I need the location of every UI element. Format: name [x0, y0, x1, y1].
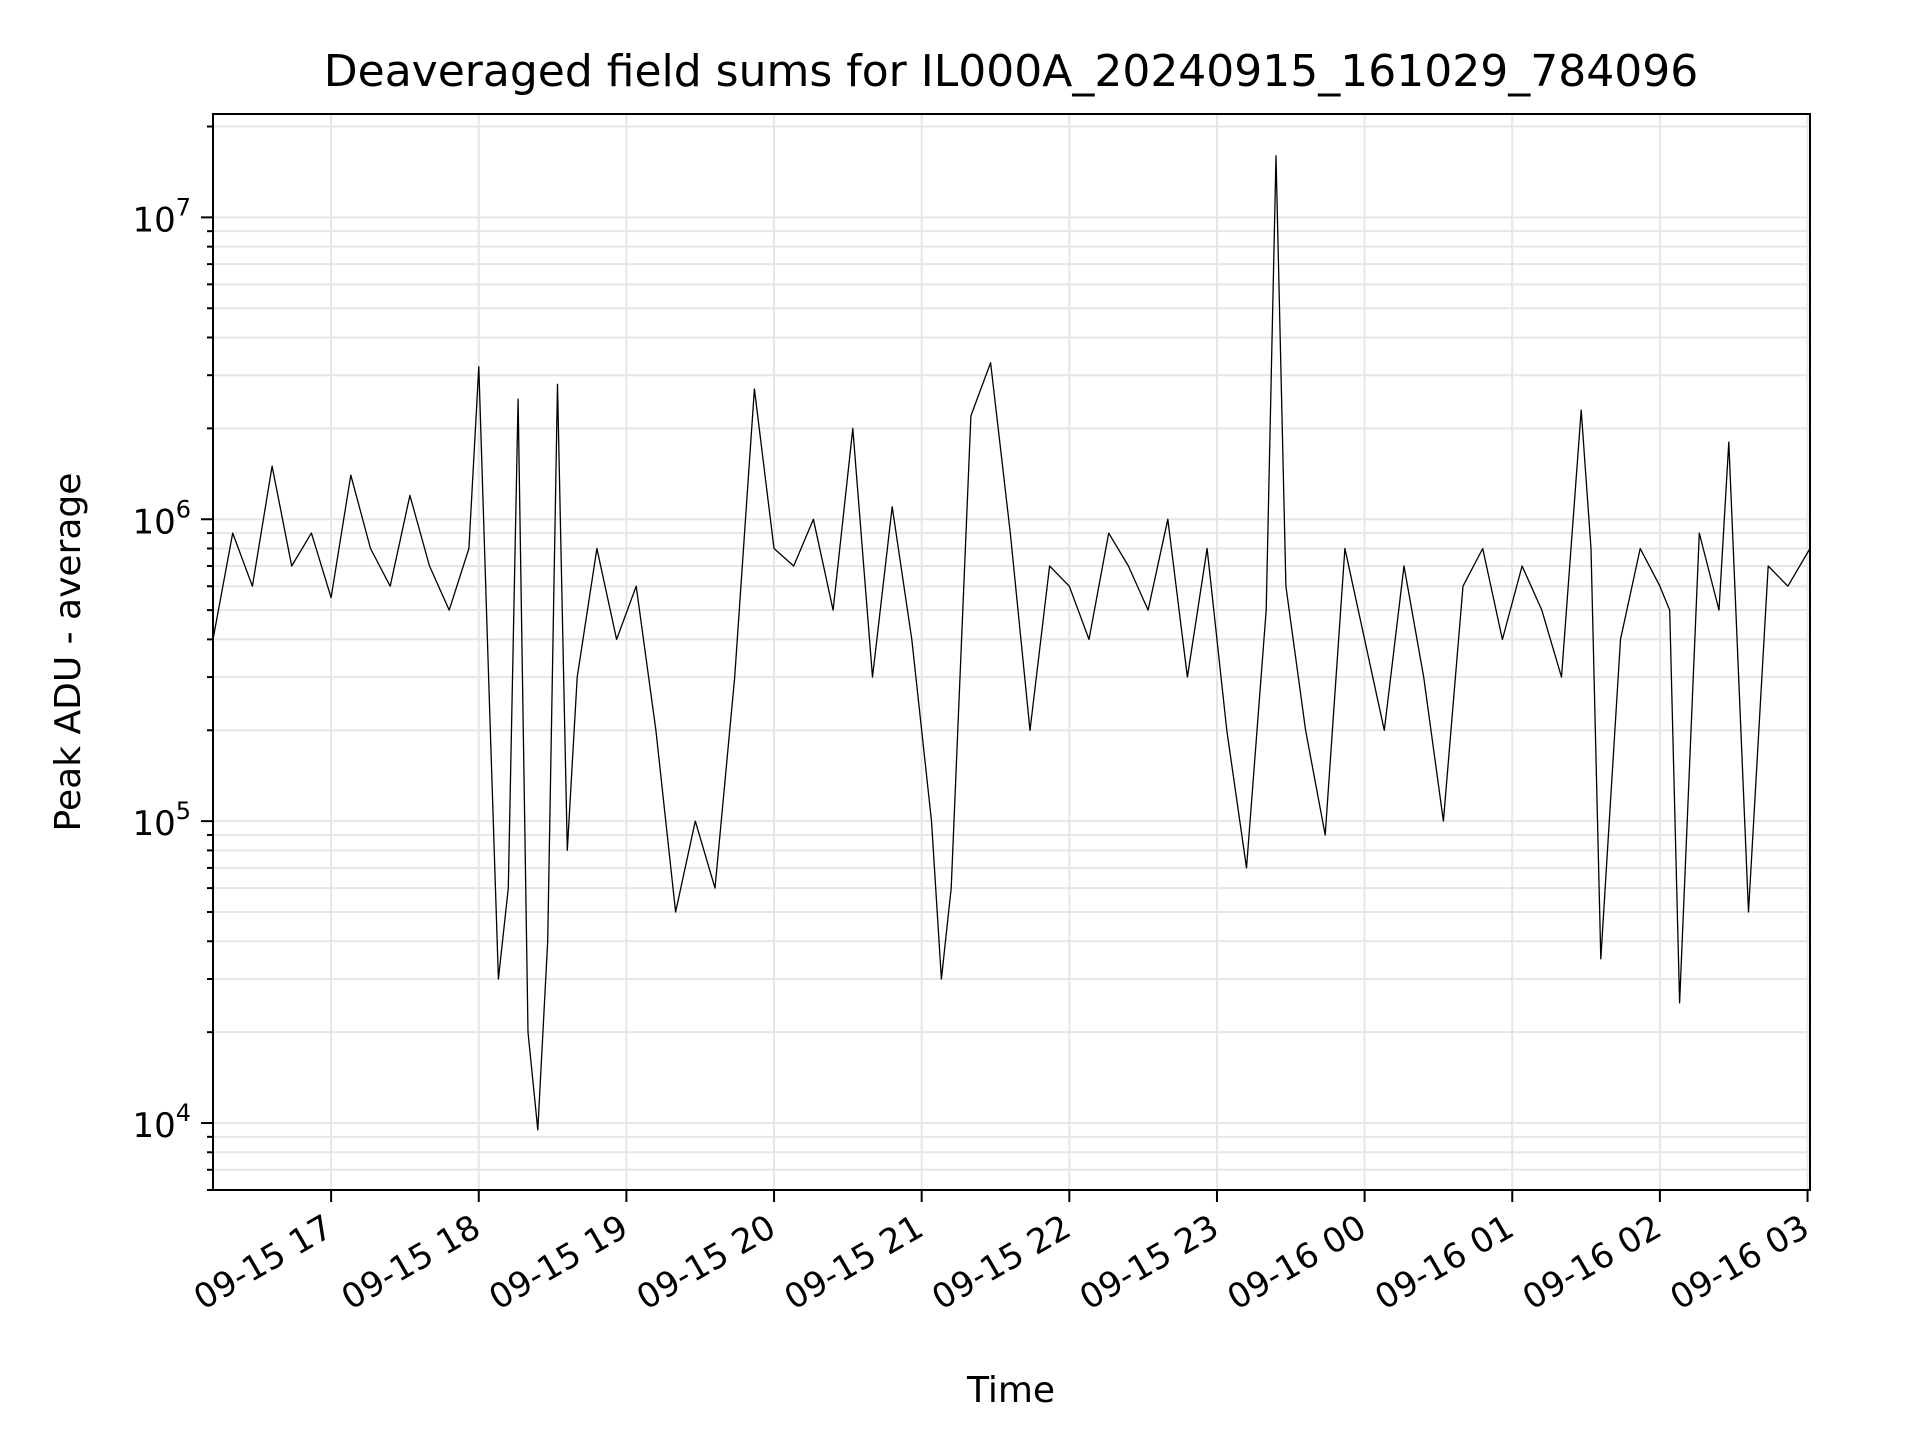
y-tick-label: 107 — [132, 193, 191, 240]
y-tick-label: 106 — [132, 495, 191, 542]
y-axis-label: Peak ADU - average — [48, 473, 89, 832]
grid — [213, 114, 1810, 1191]
y-tick-label: 104 — [132, 1099, 191, 1146]
series-line — [212, 155, 1811, 1131]
x-axis-label: Time — [966, 1370, 1055, 1411]
chart-title: Deaveraged field sums for IL000A_2024091… — [324, 46, 1698, 97]
y-tick-label: 105 — [132, 797, 191, 844]
plot-frame — [212, 113, 1811, 1191]
